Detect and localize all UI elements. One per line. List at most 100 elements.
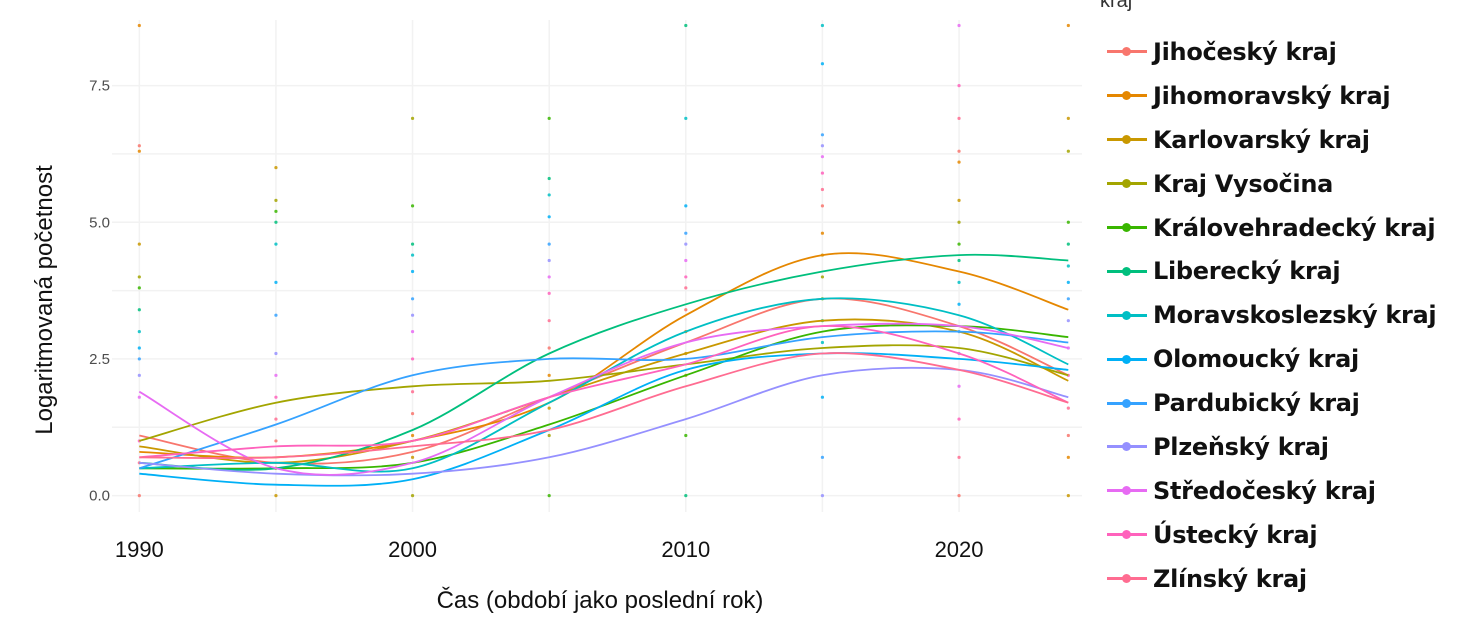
data-point: [547, 406, 551, 410]
data-point: [820, 340, 825, 345]
series-line: [139, 324, 1069, 470]
data-point: [274, 439, 278, 443]
data-point: [274, 198, 278, 202]
chart-grid: [112, 20, 1082, 512]
legend-label: Královehradecký kraj: [1153, 213, 1436, 242]
data-point: [137, 286, 141, 290]
data-point: [410, 204, 415, 208]
data-point: [957, 116, 961, 120]
legend-key-dot: [1122, 442, 1131, 452]
data-point: [957, 160, 961, 164]
series-line: [139, 352, 1069, 460]
x-axis-ticks: 1990 2000 2010 2020: [115, 537, 984, 562]
legend-label: Zlínský kraj: [1153, 564, 1307, 593]
data-point: [410, 390, 415, 394]
legend-key-dot: [1122, 135, 1131, 145]
data-point: [547, 215, 551, 219]
legend-key: [1107, 442, 1147, 452]
data-point: [137, 23, 141, 28]
legend-key-dot: [1122, 486, 1131, 496]
data-point: [957, 258, 961, 263]
series-line: [139, 325, 1069, 459]
legend-key-dot: [1122, 574, 1131, 584]
legend-label: Kraj Vysočina: [1153, 169, 1334, 198]
data-point: [274, 494, 278, 498]
legend-key-dot: [1122, 354, 1131, 364]
data-point: [410, 116, 415, 120]
series-line: [139, 330, 1069, 470]
data-point: [137, 308, 141, 312]
legend-label: Liberecký kraj: [1153, 257, 1341, 286]
data-point: [274, 166, 278, 170]
data-point: [274, 313, 278, 317]
data-point: [274, 395, 278, 399]
data-point: [957, 242, 961, 246]
data-point: [957, 23, 961, 28]
line-chart: 0.0 2.5 5.0 7.5 1990 2000 2010 2020 Logaritmov…: [31, 20, 1082, 614]
legend-item: Ústecký kraj: [1107, 513, 1473, 557]
y-tick-label: 0.0: [89, 488, 110, 505]
data-point: [684, 204, 688, 208]
legend-label: Pardubický kraj: [1153, 389, 1360, 418]
data-point: [274, 242, 278, 246]
data-point: [820, 171, 825, 175]
data-point: [410, 494, 415, 498]
data-point: [957, 494, 961, 498]
data-point: [1066, 319, 1070, 323]
data-point: [1066, 149, 1070, 153]
data-point: [820, 204, 825, 208]
data-point: [820, 155, 825, 159]
data-point: [957, 149, 961, 153]
data-point: [547, 494, 551, 498]
y-axis-ticks: 0.0 2.5 5.0 7.5: [89, 78, 110, 505]
data-point: [274, 373, 278, 377]
data-point: [547, 319, 551, 323]
data-point: [1066, 297, 1070, 301]
data-point: [410, 412, 415, 416]
legend-item: Jihomoravský kraj: [1107, 74, 1473, 118]
data-point: [547, 193, 551, 197]
data-point: [137, 144, 141, 148]
data-point: [684, 242, 688, 246]
data-point: [274, 417, 278, 421]
x-tick-label: 2010: [661, 537, 710, 562]
data-point: [820, 395, 825, 399]
data-point: [957, 198, 961, 202]
legend-key-dot: [1122, 223, 1131, 232]
data-point: [684, 308, 688, 312]
legend-item: Moravskoslezský kraj: [1107, 293, 1473, 337]
data-point: [684, 286, 688, 290]
data-point: [547, 116, 551, 120]
data-point: [957, 220, 961, 224]
legend-label: Jihočeský kraj: [1153, 37, 1337, 66]
data-point: [137, 357, 141, 361]
data-point: [957, 280, 961, 284]
data-point: [820, 144, 825, 148]
data-point: [684, 494, 688, 498]
data-point: [684, 258, 688, 263]
data-point: [820, 133, 825, 137]
data-point: [1066, 220, 1070, 224]
legend-key: [1107, 486, 1147, 496]
data-point: [137, 373, 141, 377]
legend-item: Karlovarský kraj: [1107, 118, 1473, 162]
series-line: [139, 366, 1069, 477]
data-point: [410, 297, 415, 301]
x-tick-label: 2020: [935, 537, 984, 562]
data-point: [410, 269, 415, 274]
data-point: [684, 433, 688, 438]
data-point: [684, 275, 688, 279]
series-lines: [138, 252, 1069, 487]
legend-item: Plzeňský kraj: [1107, 425, 1473, 469]
data-point: [137, 395, 141, 399]
data-point: [410, 313, 415, 317]
data-points: [137, 23, 1070, 498]
data-point: [684, 231, 688, 235]
data-point: [137, 494, 141, 498]
data-point: [547, 176, 551, 181]
legend-item: Pardubický kraj: [1107, 381, 1473, 425]
data-point: [547, 346, 551, 350]
data-point: [1066, 264, 1070, 268]
data-point: [957, 384, 961, 388]
y-tick-label: 2.5: [89, 351, 110, 368]
